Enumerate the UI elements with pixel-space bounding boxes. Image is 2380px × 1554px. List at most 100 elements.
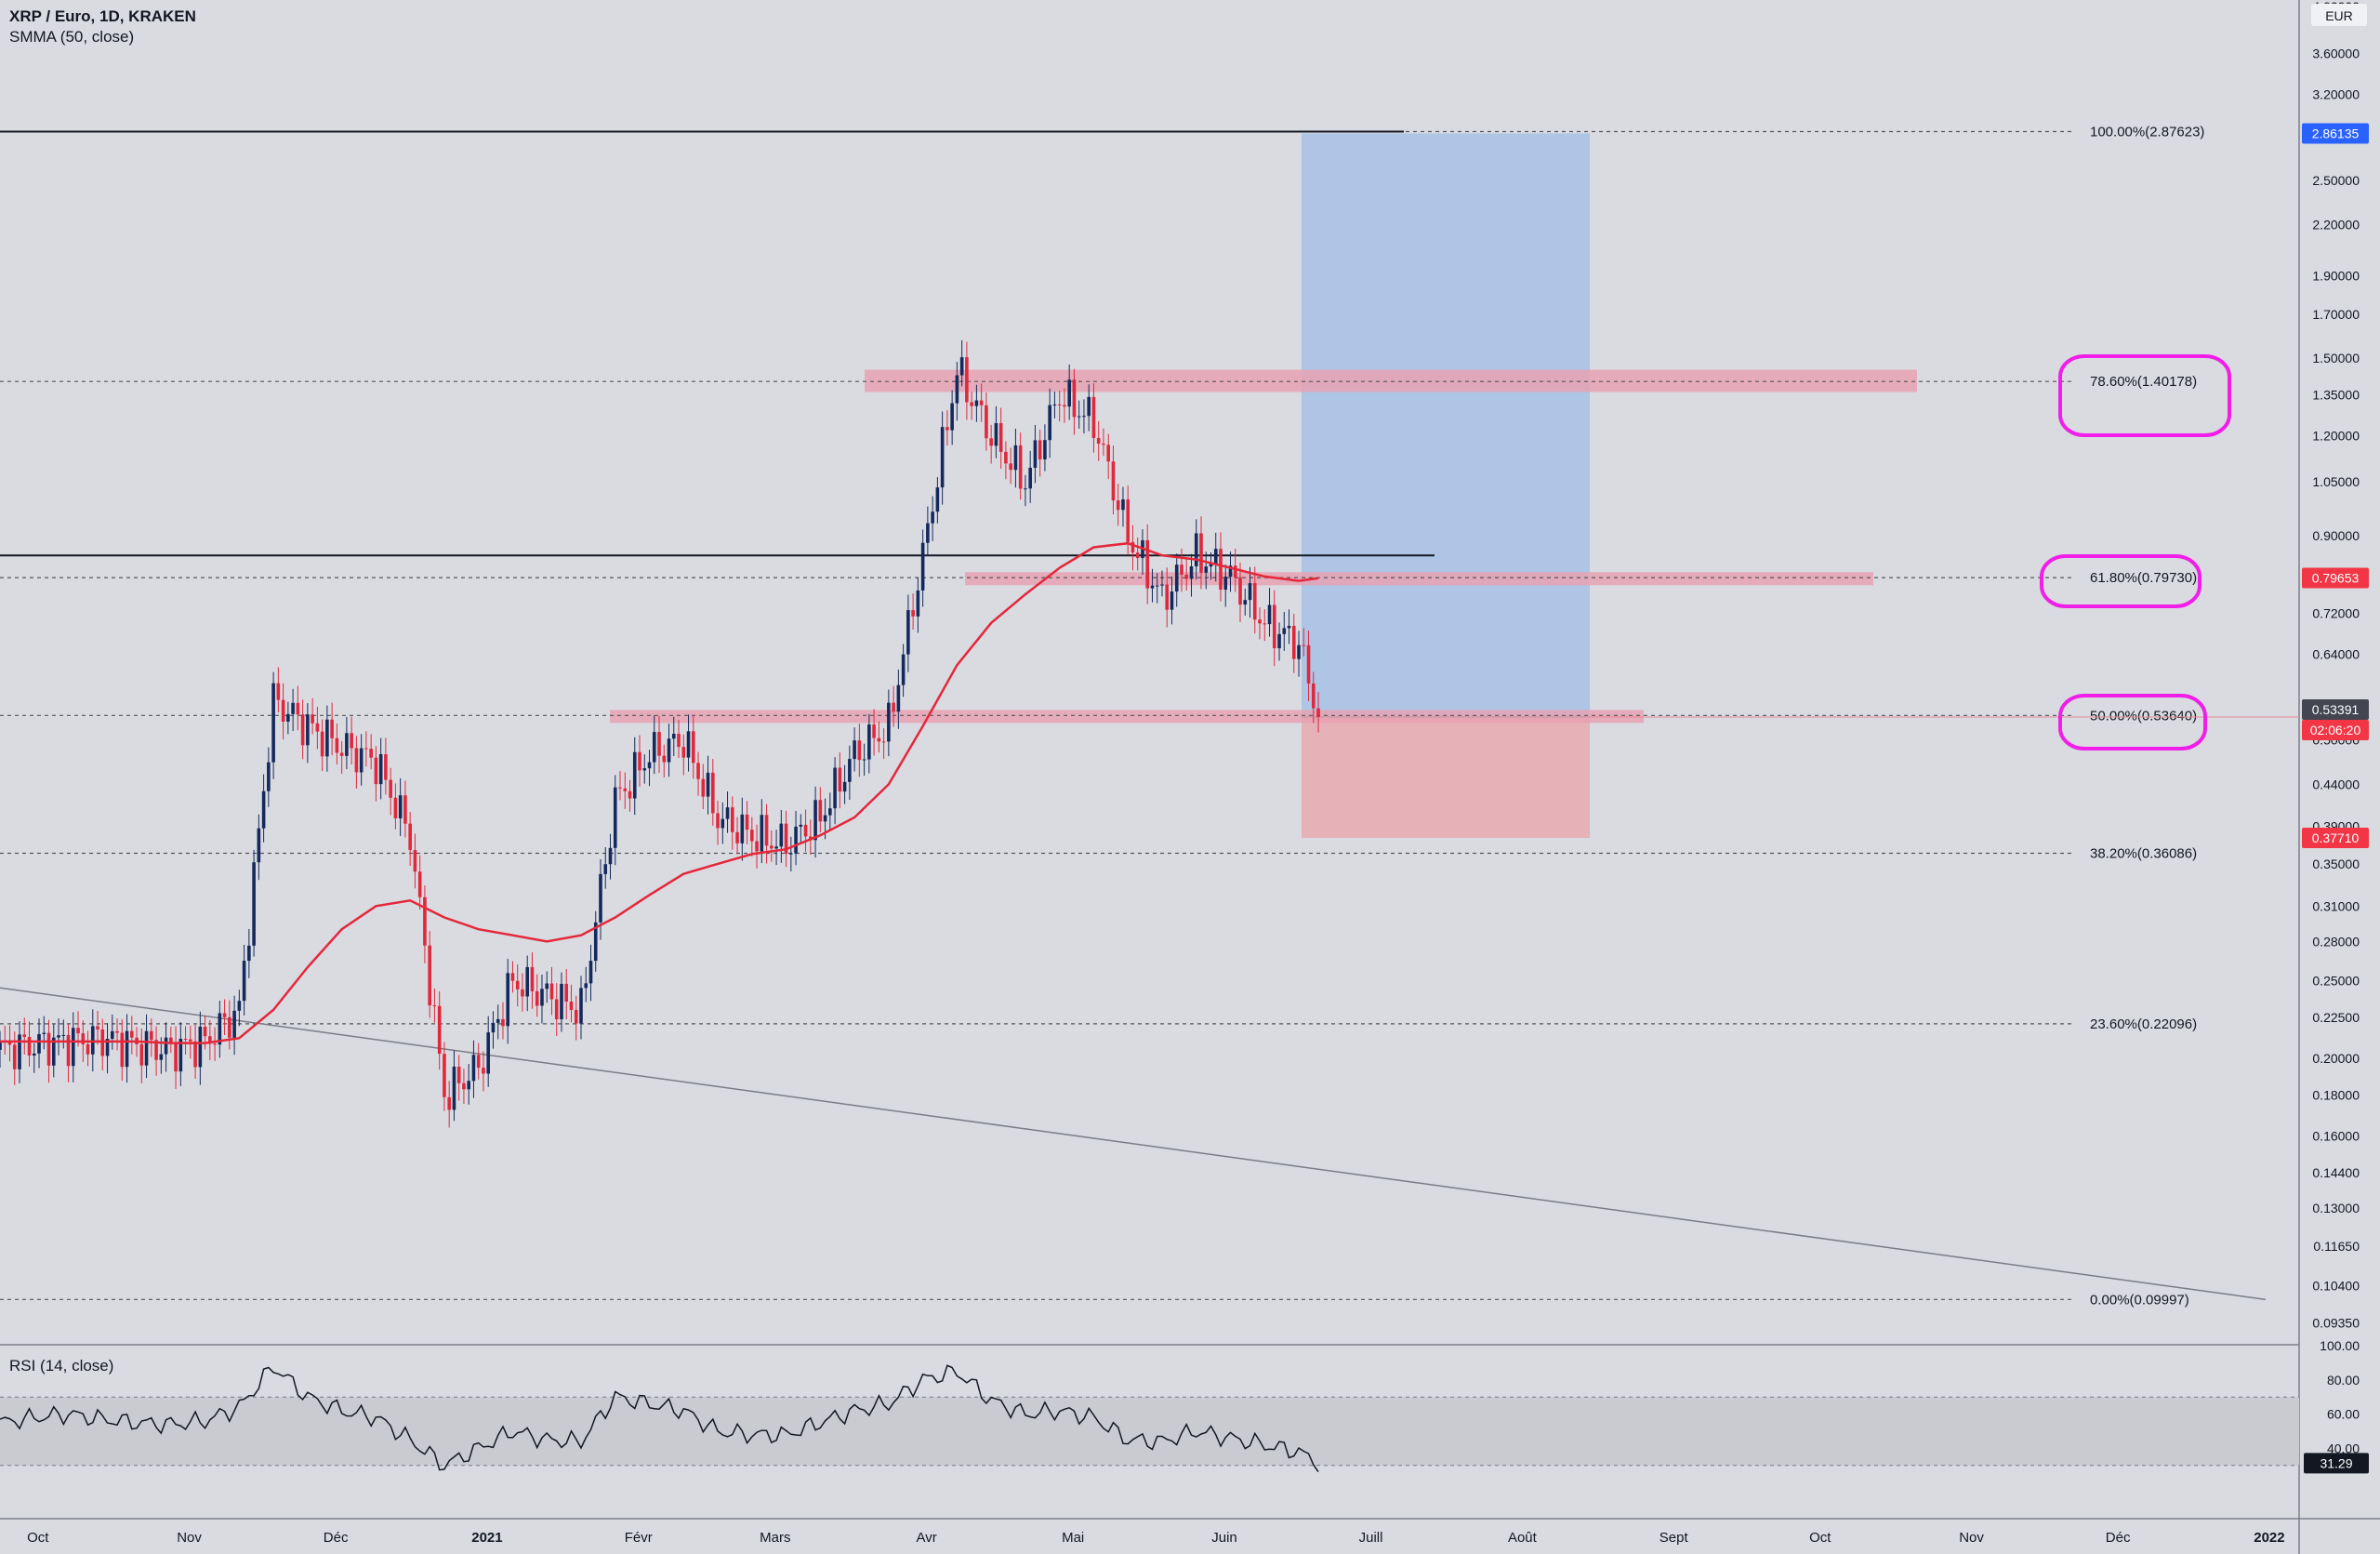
candle-body <box>1316 708 1320 718</box>
rsi-axis-tick: 40.00 <box>2327 1441 2360 1455</box>
candle-body <box>286 713 290 722</box>
candle-body <box>18 1034 21 1069</box>
candle-body <box>545 983 549 990</box>
candle-body <box>90 1026 95 1055</box>
candle-body <box>1038 440 1042 460</box>
candle-body <box>950 403 954 431</box>
candle-body <box>506 973 510 1027</box>
candle-body <box>1063 405 1066 407</box>
candle-body <box>315 723 320 732</box>
candle-body <box>291 702 295 714</box>
candle-body <box>774 846 778 849</box>
candle-body <box>1302 644 1306 646</box>
candle-body <box>120 1032 125 1068</box>
rsi-indicator-label[interactable]: RSI (14, close) <box>9 1357 114 1375</box>
price-badge-text: 0.79653 <box>2312 571 2360 586</box>
price-axis-tick: 0.09350 <box>2312 1315 2360 1330</box>
candle-body <box>525 966 530 997</box>
rsi-band <box>0 1397 2299 1466</box>
candle-body <box>842 781 847 792</box>
candle-body <box>467 1081 470 1090</box>
candle-body <box>667 738 671 763</box>
candle-body <box>599 873 602 923</box>
time-axis-tick: Mars <box>760 1530 790 1546</box>
candle-body <box>496 1018 500 1023</box>
time-axis-tick: Déc <box>324 1530 349 1546</box>
candle-body <box>1004 451 1008 464</box>
candle-body <box>7 1042 12 1045</box>
candle-body <box>218 1013 222 1045</box>
candle-body <box>872 724 876 738</box>
candle-body <box>955 375 959 404</box>
candle-body <box>926 523 930 543</box>
candle-body <box>447 1096 451 1110</box>
candle-body <box>1272 604 1276 649</box>
price-badge <box>2302 828 2369 849</box>
candle-body <box>803 824 808 837</box>
candle-body <box>896 684 901 712</box>
price-axis-tick: 3.60000 <box>2312 46 2360 61</box>
candle-body <box>989 438 993 446</box>
position-profit-zone <box>1302 133 1590 718</box>
candle-body <box>887 702 891 742</box>
candle-body <box>1306 644 1311 684</box>
candle-body <box>725 807 730 819</box>
candle-body <box>491 1022 496 1033</box>
candle-body <box>998 422 1003 452</box>
resistance-zone <box>865 369 1917 392</box>
candle-body <box>1018 445 1023 489</box>
fib-level-label: 23.60%(0.22096) <box>2090 1016 2197 1032</box>
price-badge-text: 2.86135 <box>2312 126 2360 140</box>
price-axis-tick: 0.64000 <box>2312 646 2360 661</box>
candle-body <box>237 1001 242 1011</box>
candle-body <box>857 740 862 761</box>
candle-body <box>862 759 866 761</box>
candle-body <box>1043 440 1047 460</box>
candle-body <box>1311 684 1316 709</box>
candle-body <box>61 1034 66 1036</box>
candle-body <box>521 989 524 997</box>
smma-indicator-label[interactable]: SMMA (50, close) <box>9 28 135 46</box>
candle-body <box>770 845 774 849</box>
candle-body <box>1258 619 1262 624</box>
candle-body <box>345 733 349 756</box>
candle-body <box>588 961 593 984</box>
candle-body <box>764 815 769 846</box>
candle-body <box>330 719 334 738</box>
time-axis-tick: Févr <box>625 1530 653 1546</box>
currency-box <box>2311 4 2367 26</box>
candle-body <box>706 772 710 797</box>
candle-body <box>32 1053 36 1056</box>
candle-body <box>686 731 691 758</box>
price-axis-tick: 1.05000 <box>2312 474 2360 489</box>
candle-body <box>374 757 378 785</box>
candle-body <box>208 1036 212 1044</box>
fib-level-label: 0.00%(0.09997) <box>2090 1292 2189 1308</box>
candle-body <box>1238 577 1242 605</box>
time-axis-tick: Sept <box>1659 1530 1689 1546</box>
candle-body <box>130 1030 134 1038</box>
price-axis-tick: 0.72000 <box>2312 605 2360 620</box>
candle-body <box>42 1032 46 1034</box>
rsi-axis-tick: 80.00 <box>2327 1373 2360 1388</box>
price-axis-tick: 1.20000 <box>2312 428 2360 443</box>
time-axis-tick: 2021 <box>471 1530 502 1546</box>
rsi-axis-tick: 100.00 <box>2320 1338 2360 1353</box>
candle-body <box>974 400 979 406</box>
candle-body <box>1194 533 1198 566</box>
candle-body <box>593 922 598 962</box>
time-axis-tick: Avr <box>917 1530 937 1546</box>
candle-body <box>311 714 314 724</box>
time-axis-tick: Déc <box>2106 1530 2131 1546</box>
candle-body <box>482 1068 485 1074</box>
candle-body <box>46 1032 51 1066</box>
candle-body <box>335 737 339 753</box>
candle-body <box>154 1040 158 1060</box>
candle-body <box>462 1082 466 1090</box>
candle-body <box>1189 565 1194 579</box>
candle-body <box>994 422 998 446</box>
candle-body <box>1067 379 1071 407</box>
candle-body <box>892 702 895 712</box>
candle-body <box>940 427 945 488</box>
